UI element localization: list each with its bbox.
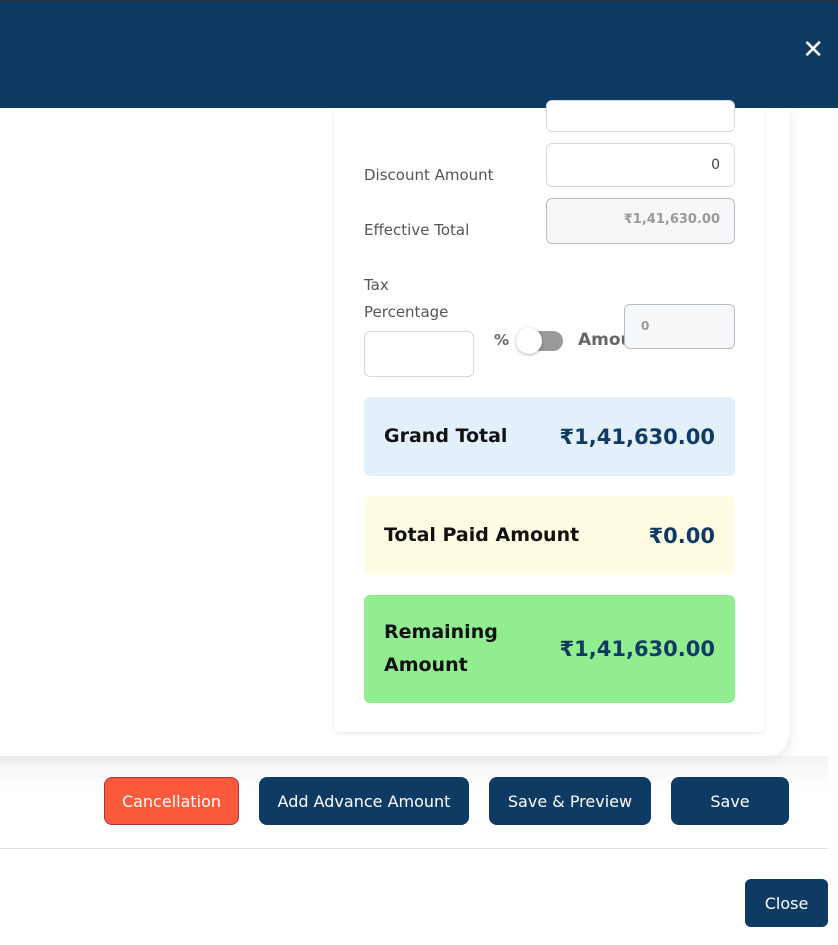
remaining-value: ₹1,41,630.00 [559, 637, 715, 661]
grand-total-label: Grand Total [384, 425, 508, 447]
paid-value: ₹0.00 [648, 523, 715, 548]
toggle-knob [516, 328, 542, 354]
close-button[interactable]: Close [745, 879, 828, 927]
grand-total-value: ₹1,41,630.00 [559, 424, 715, 449]
remaining-label: Remaining Amount [384, 616, 498, 682]
remaining-label-2: Amount [384, 654, 468, 676]
amount-toggle-label: Amount [578, 330, 628, 350]
effective-total-label: Effective Total [364, 221, 470, 239]
close-icon[interactable]: ✕ [802, 35, 824, 65]
save-preview-button[interactable]: Save & Preview [489, 777, 651, 825]
tax-mode-toggle[interactable] [516, 328, 563, 354]
paid-box: Total Paid Amount ₹0.00 [364, 496, 735, 575]
add-advance-amount-button[interactable]: Add Advance Amount [259, 777, 469, 825]
percent-symbol: % [494, 331, 510, 349]
discount-label: Discount Amount [364, 166, 494, 184]
divider [0, 848, 828, 849]
tax-amount-input: 0 [624, 304, 735, 349]
cancellation-button[interactable]: Cancellation [104, 777, 239, 825]
grand-total-box: Grand Total ₹1,41,630.00 [364, 397, 735, 476]
paid-label: Total Paid Amount [384, 524, 580, 546]
tax-label-2: Percentage [364, 303, 449, 321]
discount-input[interactable]: 0 [546, 143, 735, 187]
remaining-label-1: Remaining [384, 621, 498, 643]
modal-header: ✕ [0, 0, 838, 108]
save-button[interactable]: Save [671, 777, 789, 825]
remaining-box: Remaining Amount ₹1,41,630.00 [364, 595, 735, 703]
effective-total-input: ₹1,41,630.00 [546, 198, 735, 244]
tax-label: Tax [364, 276, 389, 294]
tax-percentage-input[interactable] [364, 331, 474, 377]
previous-field[interactable] [546, 100, 735, 132]
